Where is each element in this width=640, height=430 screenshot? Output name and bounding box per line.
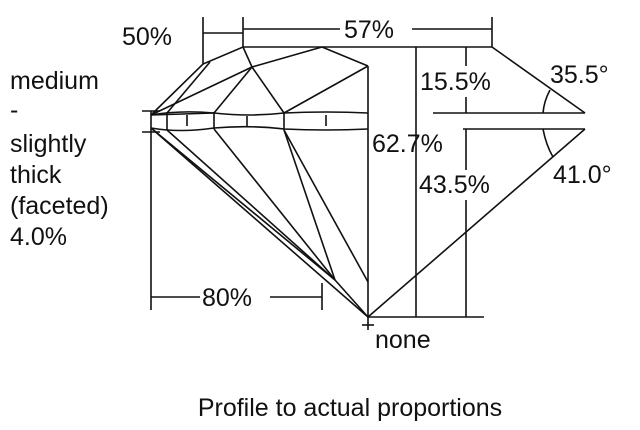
star-length-label: 80% — [202, 284, 252, 312]
girdle-line: thick — [10, 161, 62, 189]
table-label: 57% — [344, 16, 394, 44]
pavilion-angle-label: 41.0° — [553, 161, 612, 189]
dimension-lines — [150, 17, 493, 310]
diamond-profile-outline — [142, 46, 586, 330]
girdle-line: medium — [10, 67, 99, 95]
crown-angle-label: 35.5° — [550, 61, 609, 89]
crown-height-label: 15.5% — [420, 68, 491, 96]
culet-label: none — [375, 326, 431, 354]
girdle-line: (faceted) — [10, 192, 109, 220]
girdle-line: slightly — [10, 130, 87, 158]
lower-half-label: 50% — [122, 23, 172, 51]
total-depth-label: 62.7% — [372, 130, 443, 158]
girdle-label: medium - slightly thick (faceted) 4.0% — [10, 67, 109, 251]
pavilion-depth-label: 43.5% — [419, 171, 490, 199]
girdle-line: 4.0% — [10, 223, 67, 251]
girdle-line: - — [10, 96, 18, 124]
caption: Profile to actual proportions — [198, 394, 502, 422]
